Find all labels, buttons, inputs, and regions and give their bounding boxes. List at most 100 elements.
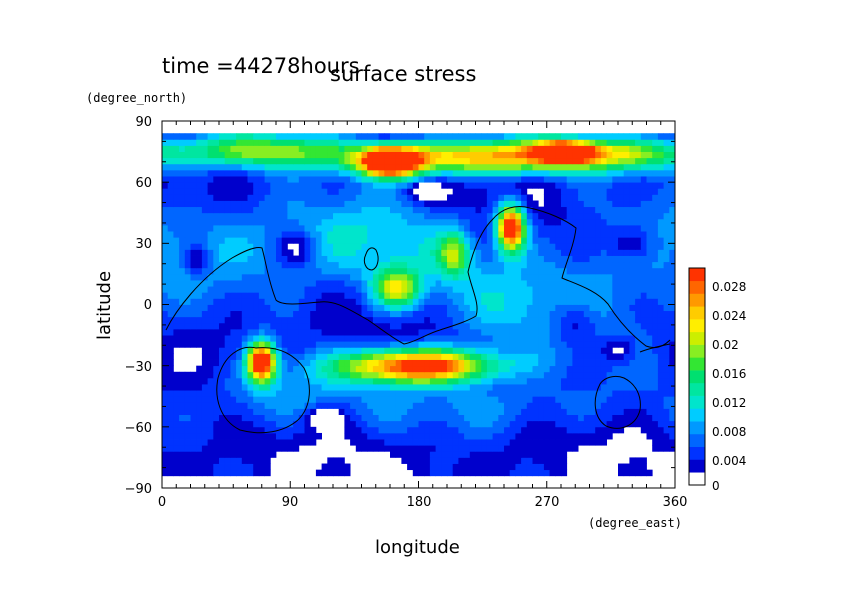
field-cell [281,286,288,293]
field-cell [652,384,659,391]
field-cell [253,469,260,477]
field-cell [213,298,220,305]
field-cell [595,377,602,385]
field-cell [549,231,556,238]
field-cell [424,402,431,409]
field-cell [521,292,528,299]
field-cell [486,469,493,477]
field-cell [350,328,357,336]
field-cell [458,231,465,238]
field-cell [492,194,499,201]
field-cell [492,365,499,373]
field-cell [486,463,493,471]
field-cell [509,408,516,415]
field-cell [572,176,579,183]
field-cell [298,402,305,409]
field-cell [521,133,528,140]
field-cell [481,408,488,415]
field-cell [606,359,613,367]
field-cell [219,133,226,140]
field-cell [646,218,653,226]
field-cell [561,182,568,189]
field-cell [669,280,676,287]
field-cell [595,273,602,281]
field-cell [281,371,288,379]
field-cell [304,182,311,189]
field-cell [281,139,288,146]
field-cell [207,426,214,434]
field-cell [298,316,305,324]
field-cell [162,145,169,152]
field-cell [310,432,317,440]
field-cell [190,157,197,165]
field-cell [447,310,454,318]
field-cell [327,200,334,208]
field-cell [418,341,425,348]
field-cell [350,371,357,379]
field-cell [321,384,328,391]
field-cell [458,463,465,471]
field-cell [224,377,231,385]
field-cell [167,286,174,293]
field-cell [583,224,590,232]
field-cell [669,359,676,367]
field-cell [224,157,231,165]
field-cell [595,194,602,201]
field-cell [578,261,585,269]
field-cell [236,176,243,183]
field-cell [424,292,431,299]
field-cell [412,145,419,152]
field-cell [652,328,659,336]
field-cell [287,420,294,428]
field-cell [504,310,511,318]
field-cell [293,414,300,422]
field-cell [663,169,670,177]
field-cell [412,328,419,336]
field-cell [173,139,180,146]
field-cell [390,200,397,208]
field-cell [315,249,322,256]
field-cell [464,218,471,226]
field-cell [606,310,613,318]
field-cell [663,432,670,440]
field-cell [566,371,573,379]
field-cell [378,237,385,244]
field-cell [657,445,664,452]
field-cell [663,322,670,330]
field-cell [600,255,607,263]
field-cell [555,280,562,287]
field-cell [281,402,288,409]
field-cell [372,414,379,422]
field-cell [635,316,642,324]
field-cell [350,426,357,434]
field-cell [201,261,208,269]
field-cell [555,194,562,201]
field-cell [498,371,505,379]
field-cell [367,255,374,263]
field-cell [595,371,602,379]
field-cell [287,286,294,293]
field-cell [253,377,260,385]
field-cell [606,249,613,256]
field-cell [469,384,476,391]
field-cell [441,273,448,281]
field-cell [378,151,385,159]
field-cell [281,261,288,269]
field-cell [395,445,402,452]
field-cell [526,445,533,452]
field-cell [424,353,431,360]
field-cell [219,347,226,354]
field-cell [247,286,254,293]
field-cell [196,249,203,256]
field-cell [509,341,516,348]
field-cell [196,286,203,293]
field-cell [355,304,362,312]
field-cell [458,359,465,367]
field-cell [401,335,408,342]
field-cell [276,304,283,312]
field-cell [623,359,630,367]
field-cell [549,408,556,415]
field-cell [213,280,220,287]
field-cell [663,396,670,403]
field-cell [333,133,340,140]
